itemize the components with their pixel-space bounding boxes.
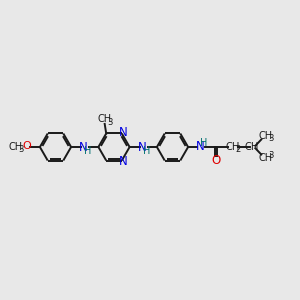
Text: CH: CH — [244, 142, 259, 152]
Text: H: H — [84, 146, 92, 156]
Text: 2: 2 — [236, 145, 241, 154]
Text: CH: CH — [9, 142, 23, 152]
Text: N: N — [118, 155, 127, 168]
Text: N: N — [195, 140, 204, 153]
Text: 3: 3 — [268, 151, 274, 160]
Text: O: O — [22, 141, 31, 151]
Text: CH: CH — [98, 114, 112, 124]
Text: N: N — [138, 141, 147, 154]
Text: 3: 3 — [107, 118, 113, 127]
Text: 3: 3 — [19, 146, 24, 154]
Text: CH: CH — [258, 153, 273, 164]
Text: CH: CH — [226, 142, 240, 152]
Text: O: O — [212, 154, 221, 167]
Text: H: H — [200, 137, 208, 148]
Text: 3: 3 — [268, 134, 274, 143]
Text: N: N — [118, 126, 127, 139]
Text: CH: CH — [258, 130, 273, 141]
Text: H: H — [143, 146, 150, 156]
Text: N: N — [79, 141, 88, 154]
